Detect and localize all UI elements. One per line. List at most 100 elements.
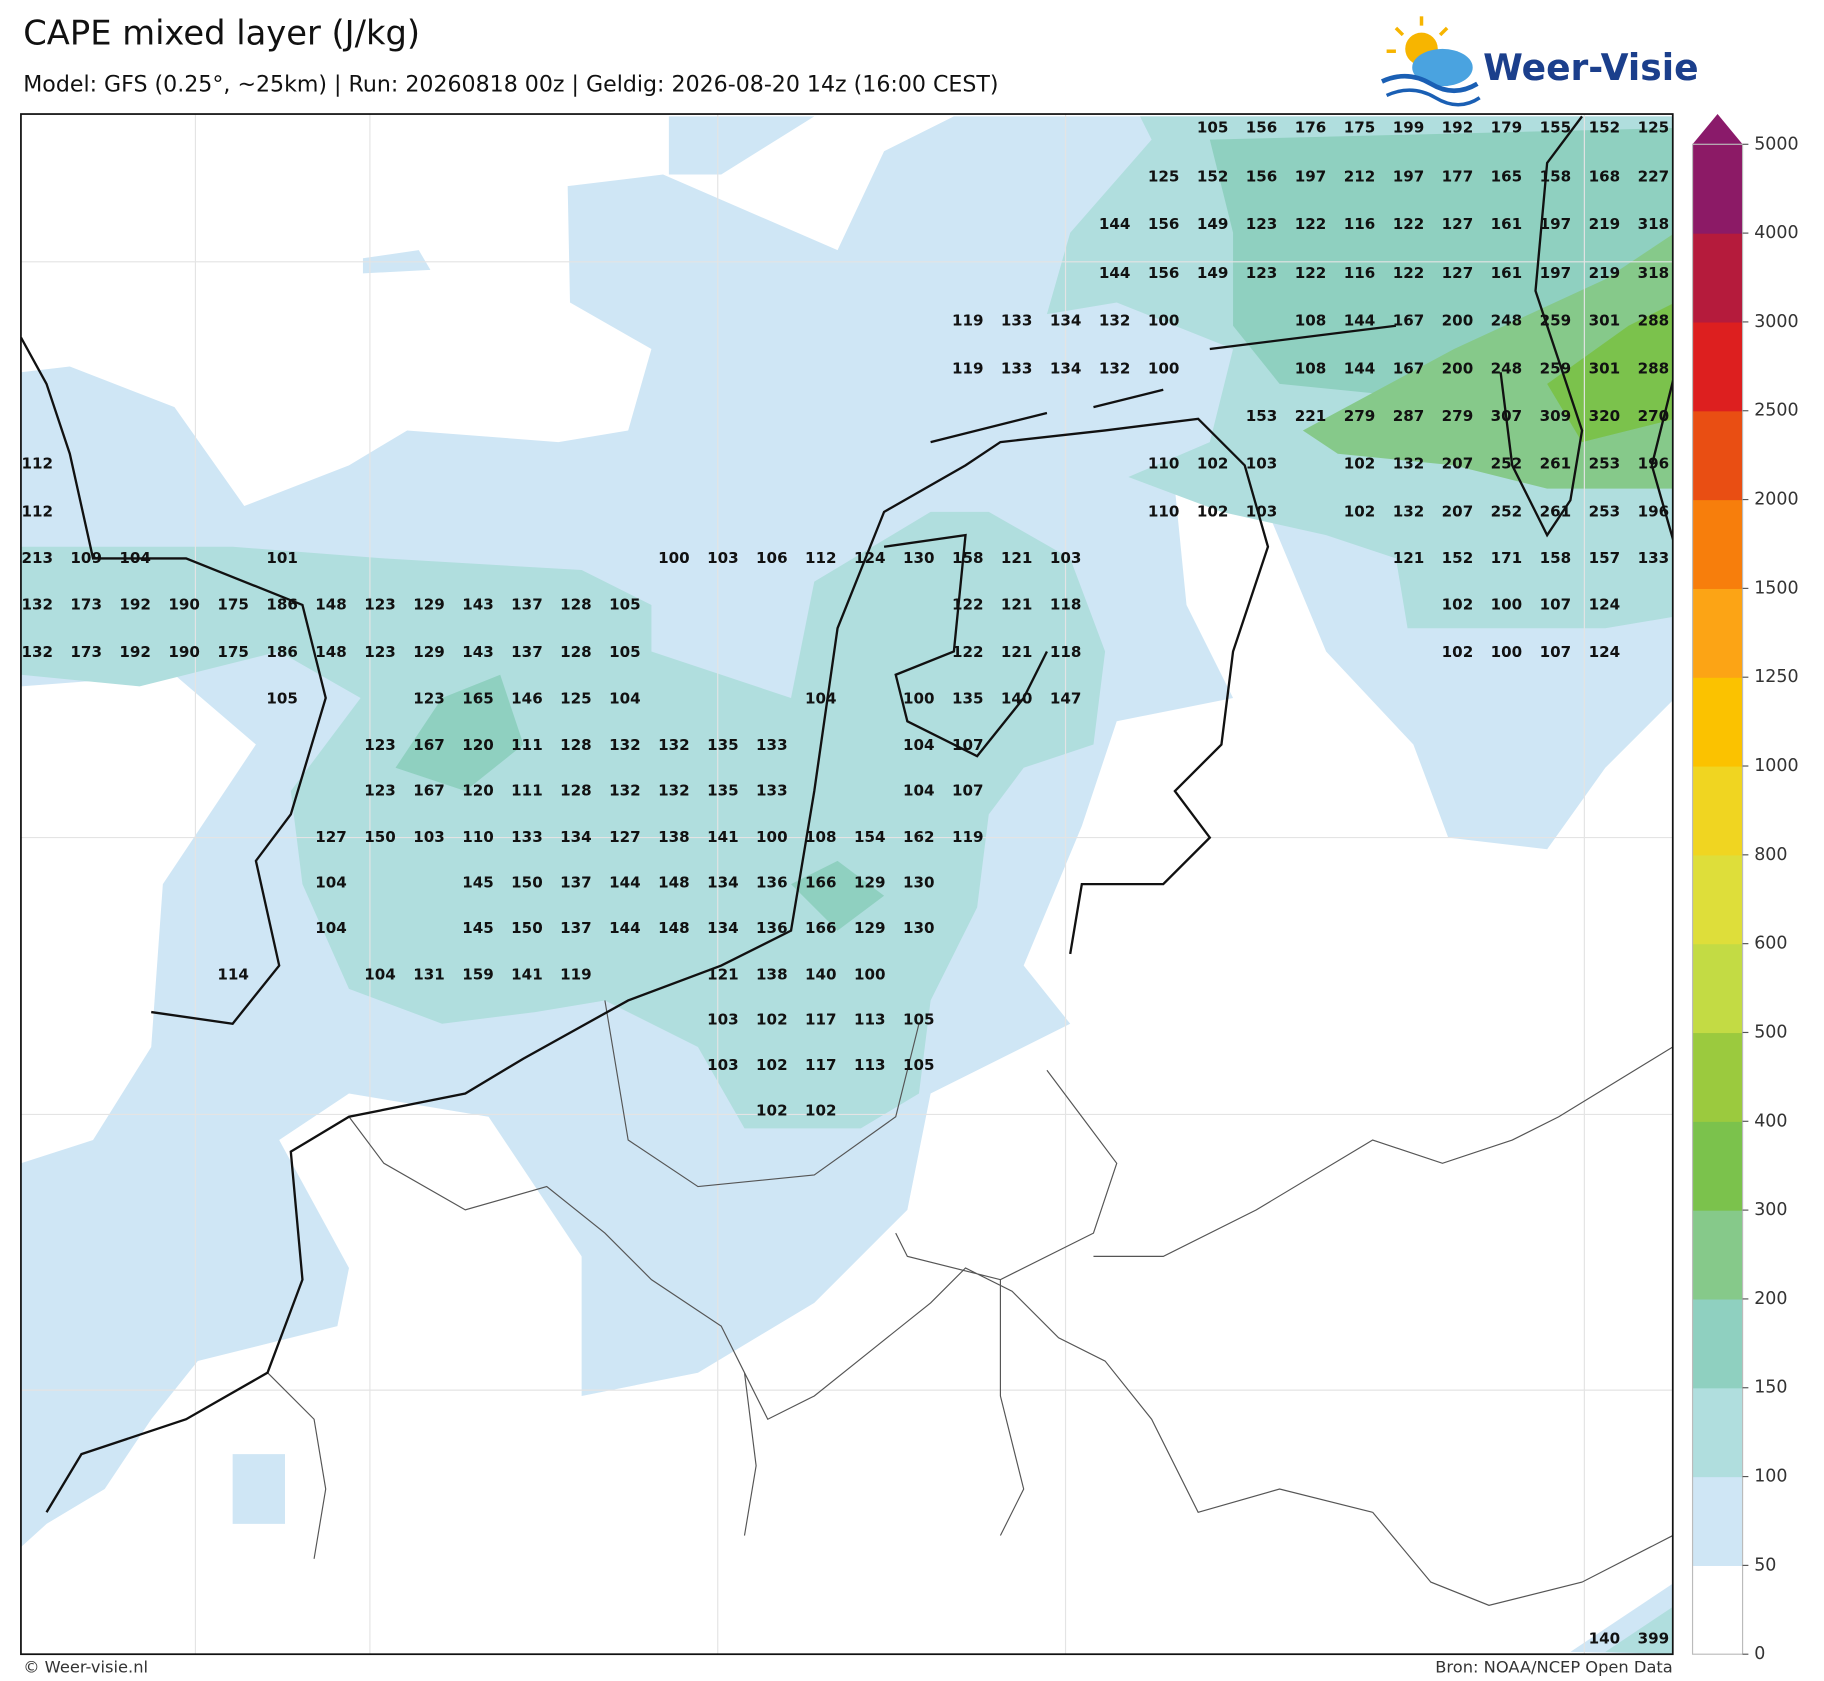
value-label: 131 [413,965,445,983]
colorbar-segment [1692,588,1743,678]
value-label: 122 [1295,215,1327,233]
cape-150 [395,128,1673,931]
value-label: 112 [21,455,53,473]
value-label: 166 [805,873,837,891]
value-label: 114 [217,965,249,983]
value-label: 100 [903,690,935,708]
value-label: 156 [1246,167,1278,185]
value-label: 137 [511,643,543,661]
value-label: 123 [1246,215,1278,233]
value-label: 100 [658,549,690,567]
value-label: 128 [560,595,592,613]
value-label: 146 [511,690,543,708]
value-label: 110 [1148,502,1180,520]
value-label: 135 [952,690,984,708]
value-label: 147 [1050,690,1082,708]
value-label: 105 [903,1056,935,1074]
value-label: 122 [1393,264,1425,282]
value-label: 129 [413,595,445,613]
value-label: 108 [805,828,837,846]
value-label: 148 [315,643,347,661]
value-label: 111 [511,736,543,754]
colorbar-tick-label: 2000 [1754,490,1798,510]
value-label: 252 [1491,455,1523,473]
value-label: 162 [903,828,935,846]
value-label: 154 [854,828,886,846]
value-label: 103 [1246,502,1278,520]
value-label: 103 [413,828,445,846]
value-label: 129 [413,643,445,661]
value-label: 156 [1148,215,1180,233]
value-label: 148 [658,873,690,891]
value-label: 137 [560,919,592,937]
value-label: 118 [1050,643,1082,661]
value-label: 173 [70,643,102,661]
map-plot: 105 156 176 175 199 192 179 155 152 125 125 152 156 1… [20,113,1674,1656]
value-label: 149 [1197,264,1229,282]
value-label: 119 [952,312,984,330]
colorbar-segment [1692,1032,1743,1122]
value-label: 192 [119,595,151,613]
colorbar-tick-label: 800 [1754,845,1787,865]
value-label: 153 [1246,407,1278,425]
value-label: 318 [1638,264,1670,282]
value-label: 213 [21,549,53,567]
value-label: 156 [1246,119,1278,137]
value-label: 110 [462,828,494,846]
value-label: 136 [756,919,788,937]
value-label: 112 [21,502,53,520]
value-label: 127 [315,828,347,846]
value-label: 279 [1344,407,1376,425]
value-label: 123 [413,690,445,708]
value-label: 122 [1295,264,1327,282]
subtitle: Model: GFS (0.25°, ~25km) | Run: 2026081… [23,71,998,97]
value-label: 104 [609,690,641,708]
value-label: 119 [952,359,984,377]
value-label: 173 [70,595,102,613]
value-label: 109 [70,549,102,567]
value-label: 107 [952,736,984,754]
value-label: 117 [805,1011,837,1029]
colorbar-tick-label: 1000 [1754,756,1798,776]
colorbar-segment [1692,1476,1743,1566]
value-label: 100 [756,828,788,846]
value-label: 157 [1589,549,1621,567]
value-label: 179 [1491,119,1523,137]
value-label: 125 [1638,119,1670,137]
value-label: 301 [1589,312,1621,330]
value-label: 221 [1295,407,1327,425]
value-label: 104 [364,965,396,983]
value-label: 101 [266,549,298,567]
colorbar-tick-label: 150 [1754,1378,1787,1398]
value-label: 108 [1295,312,1327,330]
value-label: 134 [560,828,592,846]
value-label: 102 [1344,502,1376,520]
value-label: 252 [1491,502,1523,520]
cape-300 [1547,303,1673,443]
value-label: 132 [1099,359,1131,377]
value-label: 111 [511,782,543,800]
colorbar-segment [1692,321,1743,412]
value-label: 104 [119,549,151,567]
value-label: 192 [1442,119,1474,137]
value-label: 248 [1491,359,1523,377]
value-label: 136 [756,873,788,891]
value-label: 110 [1148,455,1180,473]
value-label: 158 [1540,549,1572,567]
value-label: 158 [952,549,984,567]
value-label: 116 [1344,264,1376,282]
value-label: 165 [462,690,494,708]
coastline [20,115,1673,1513]
value-label: 105 [903,1011,935,1029]
value-label: 129 [854,919,886,937]
value-label: 158 [1540,167,1572,185]
value-label: 105 [609,643,641,661]
value-label: 287 [1393,407,1425,425]
value-label: 112 [805,549,837,567]
value-label: 106 [756,549,788,567]
value-label: 118 [1050,595,1082,613]
value-label: 307 [1491,407,1523,425]
value-label: 135 [707,736,739,754]
value-label: 167 [1393,312,1425,330]
